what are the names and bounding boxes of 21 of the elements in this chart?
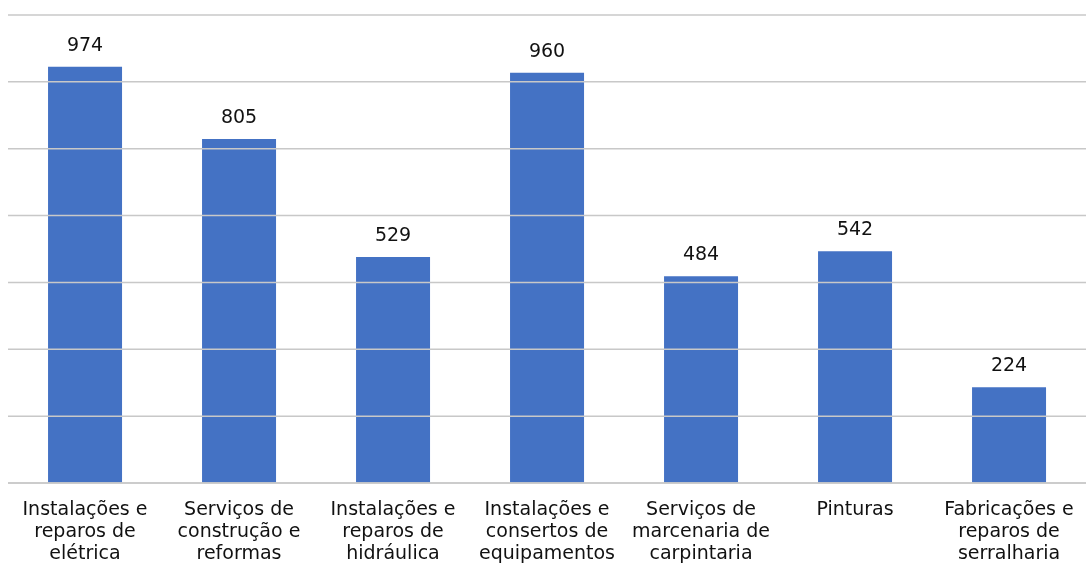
x-tick-label: Instalações e consertos de equipamentos [479, 497, 615, 563]
data-label: 960 [528, 38, 566, 61]
data-label: 529 [374, 222, 412, 245]
data-label: 805 [220, 104, 258, 127]
bar [48, 66, 123, 483]
x-tick-label: Serviços de marcenaria de carpintaria [632, 497, 770, 563]
bar [972, 387, 1047, 483]
data-label: 542 [836, 217, 874, 240]
bar [818, 251, 893, 483]
x-tick-label: Instalações e reparos de elétrica [22, 497, 148, 563]
data-label: 224 [990, 353, 1028, 376]
x-tick-label: Instalações e reparos de hidráulica [330, 497, 456, 563]
data-label: 974 [66, 32, 104, 55]
bar [202, 138, 277, 483]
bar [510, 72, 585, 483]
bar [356, 256, 431, 483]
data-label: 484 [682, 242, 720, 265]
x-tick-label: Serviços de construção e reformas [177, 497, 301, 563]
x-tick-label: Fabricações e reparos de serralharia [944, 497, 1074, 563]
bar [664, 276, 739, 483]
x-tick-label: Pinturas [816, 497, 894, 519]
